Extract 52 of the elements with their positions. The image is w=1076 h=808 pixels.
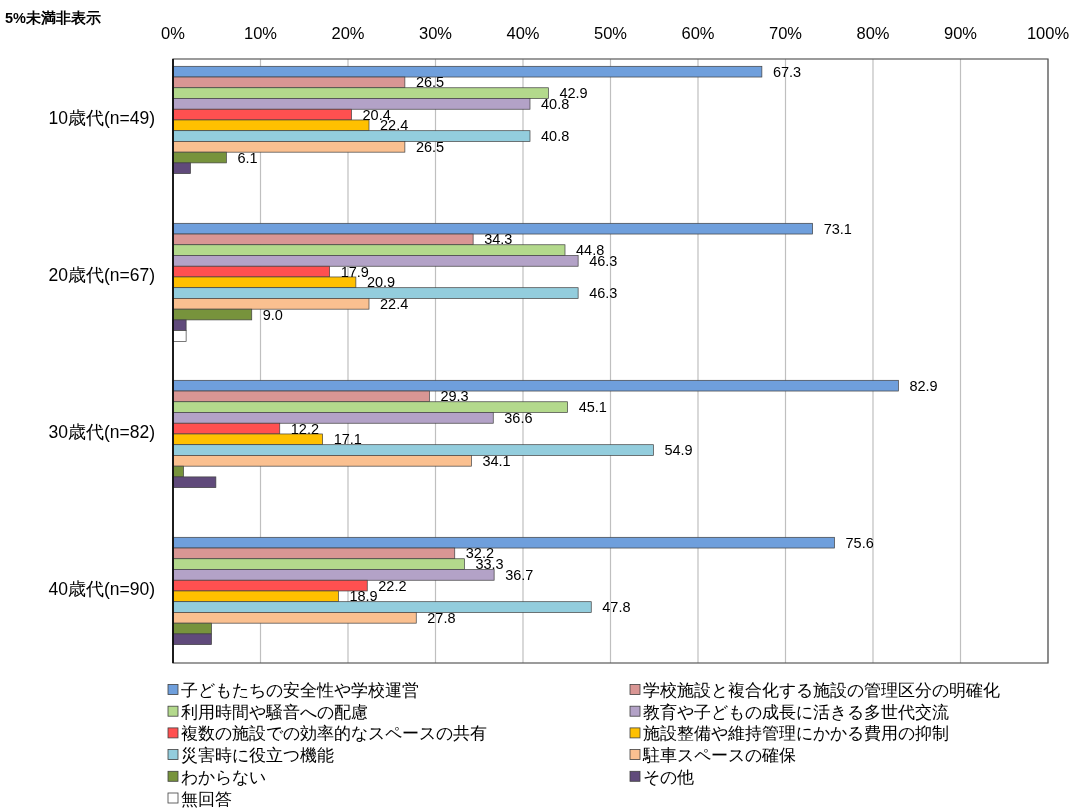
annotation: 5%未満非表示 (5, 10, 101, 26)
x-tick-label: 80% (856, 24, 890, 42)
x-tick-label: 0% (161, 24, 185, 42)
legend-label: 子どもたちの安全性や学校運営 (181, 681, 419, 700)
data-label: 17.9 (340, 263, 369, 280)
x-tick-label: 70% (769, 24, 802, 42)
data-label: 12.2 (290, 420, 319, 437)
data-label: 73.1 (823, 220, 852, 237)
legend-label: わからない (181, 767, 266, 787)
legend-label: 学校施設と複合化する施設の管理区分の明確化 (643, 681, 1000, 700)
y-tick-label: 40歳代(n=90) (48, 578, 155, 599)
x-tick-label: 20% (331, 24, 365, 42)
data-label: 9.0 (262, 306, 283, 323)
legend-label: 利用時間や騒音への配慮 (181, 702, 368, 722)
legend-label: 無回答 (181, 789, 232, 808)
x-tick-label: 60% (681, 24, 715, 42)
data-label: 17.1 (333, 431, 362, 448)
x-tick-label: 40% (506, 24, 540, 42)
data-label: 46.3 (589, 285, 618, 302)
legend-label: 教育や子どもの成長に活きる多世代交流 (643, 702, 949, 722)
legend-label: 災害時に役立つ機能 (181, 746, 334, 766)
y-tick-label: 10歳代(n=49) (48, 107, 155, 128)
legend-label: 施設整備や維持管理にかかる費用の抑制 (643, 724, 949, 744)
data-label: 26.5 (415, 74, 445, 91)
data-label: 47.8 (602, 599, 631, 616)
data-label: 22.4 (380, 295, 409, 312)
y-tick-label: 20歳代(n=67) (48, 264, 155, 285)
x-tick-label: 10% (244, 24, 277, 42)
legend-label: 駐車スペースの確保 (643, 746, 796, 766)
y-tick-label: 30歳代(n=82) (48, 421, 155, 442)
data-label: 36.7 (505, 566, 534, 583)
data-label: 27.8 (427, 609, 456, 626)
data-label: 34.3 (484, 231, 513, 248)
data-label: 34.1 (482, 452, 511, 469)
data-label: 6.1 (237, 149, 258, 166)
data-label: 75.6 (845, 534, 874, 551)
data-label: 29.3 (440, 388, 469, 405)
legend-label: 複数の施設での効率的なスペースの共有 (181, 724, 487, 744)
x-tick-label: 30% (419, 24, 452, 42)
x-tick-label: 50% (594, 24, 627, 42)
x-tick-label: 90% (944, 24, 977, 42)
data-label: 67.3 (772, 63, 802, 80)
legend-label: その他 (643, 767, 694, 787)
x-tick-label: 100% (1026, 24, 1070, 42)
data-label: 18.9 (349, 588, 378, 605)
data-label: 45.1 (578, 399, 607, 416)
data-label: 26.5 (415, 138, 445, 155)
data-label: 36.6 (504, 409, 533, 426)
data-label: 54.9 (664, 442, 693, 459)
data-label: 22.2 (378, 577, 407, 594)
data-label: 82.9 (909, 377, 938, 394)
data-label: 40.8 (541, 128, 570, 145)
